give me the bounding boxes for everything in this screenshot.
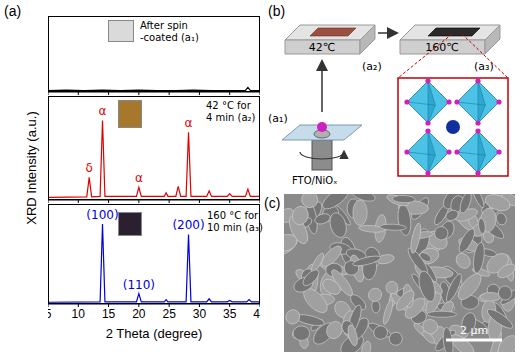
svg-text:α: α	[135, 171, 143, 185]
svg-text:20: 20	[132, 307, 146, 321]
svg-text:2 μm: 2 μm	[460, 324, 488, 337]
svg-text:35: 35	[223, 307, 237, 321]
svg-text:25: 25	[162, 307, 176, 321]
svg-text:(a₁): (a₁)	[268, 112, 288, 125]
svg-text:(a): (a)	[8, 3, 21, 19]
svg-text:30: 30	[193, 307, 207, 321]
svg-text:δ: δ	[86, 161, 93, 175]
svg-text:10: 10	[72, 307, 86, 321]
svg-text:42℃: 42℃	[309, 41, 335, 54]
html-text:10 min (a₃): 10 min (a₃)	[207, 222, 263, 233]
html-text:4 min (a₂): 4 min (a₂)	[206, 112, 256, 123]
svg-text:2 Theta (degree): 2 Theta (degree)	[106, 326, 203, 341]
svg-text:α: α	[185, 116, 193, 130]
svg-text:(b): (b)	[268, 3, 285, 19]
svg-text:(c): (c)	[264, 195, 280, 211]
svg-text:160℃: 160℃	[425, 41, 458, 54]
svg-text:FTO/NiOₓ: FTO/NiOₓ	[292, 175, 338, 186]
svg-text:α: α	[99, 104, 107, 118]
svg-text:(200): (200)	[172, 218, 204, 232]
svg-text:(100): (100)	[86, 208, 118, 222]
html-text:42 °C for: 42 °C for	[206, 100, 251, 111]
svg-text:XRD Intensity (a.u.): XRD Intensity (a.u.)	[24, 111, 39, 224]
svg-text:(a₃): (a₃)	[474, 60, 494, 73]
svg-text:40: 40	[253, 307, 260, 321]
html-text:-coated (a₁): -coated (a₁)	[140, 32, 199, 43]
html-text:160 °C for: 160 °C for	[207, 210, 259, 221]
svg-text:5: 5	[48, 307, 52, 321]
svg-text:(a₂): (a₂)	[362, 60, 382, 73]
html-text:After spin: After spin	[140, 20, 188, 31]
svg-text:15: 15	[102, 307, 116, 321]
svg-text:(110): (110)	[123, 278, 155, 292]
